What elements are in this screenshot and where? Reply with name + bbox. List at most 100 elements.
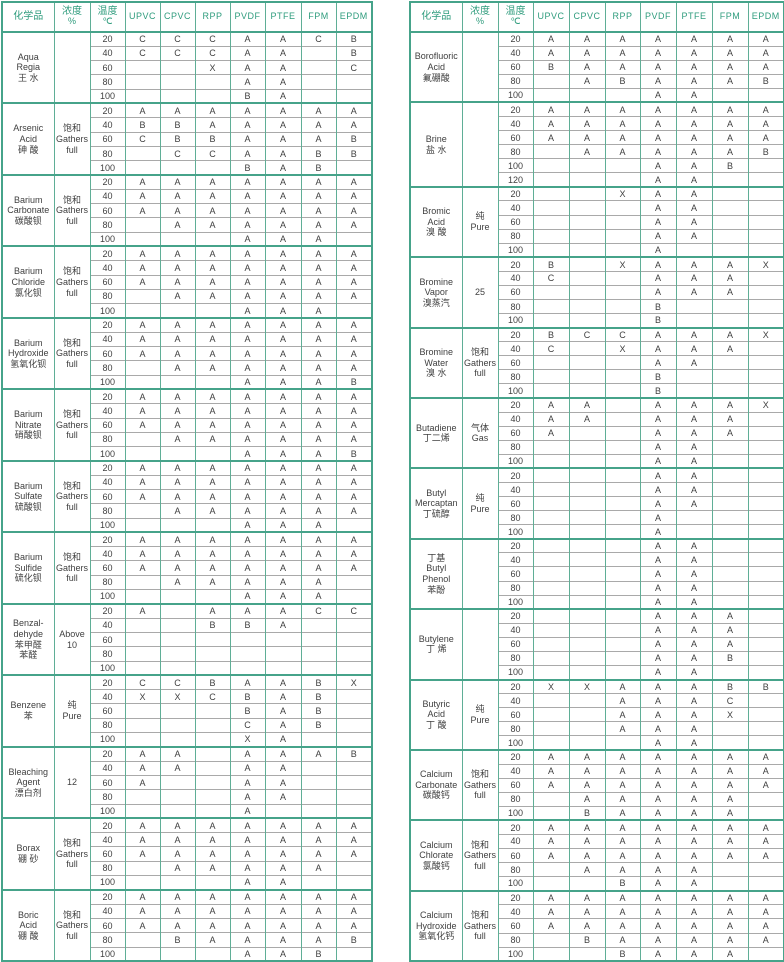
rating-cell-epdm: A bbox=[747, 45, 784, 61]
table-row: 80 B bbox=[410, 298, 784, 314]
rating-cell-fpm: B bbox=[300, 145, 336, 161]
rating-cell-epdm: B bbox=[335, 145, 372, 161]
rating-cell-epdm bbox=[747, 721, 784, 736]
rating-cell-cpvc: X bbox=[159, 689, 195, 704]
table-row: 120 A A bbox=[410, 172, 784, 187]
rating-cell-rpp bbox=[604, 552, 640, 567]
table-row: 60 A A A A A A A bbox=[2, 346, 372, 361]
rating-cell-ptfe: A bbox=[264, 316, 301, 333]
rating-cell-pvdf: A bbox=[639, 665, 676, 680]
temperature-cell: 60 bbox=[89, 560, 125, 576]
rating-cell-upvc bbox=[532, 805, 569, 821]
rating-cell-epdm: A bbox=[335, 431, 372, 447]
rating-cell-epdm bbox=[335, 803, 372, 819]
rating-cell-fpm: A bbox=[300, 360, 336, 376]
rating-cell-epdm: A bbox=[335, 417, 372, 433]
rating-cell-fpm: A bbox=[711, 411, 748, 427]
rating-cell-rpp: A bbox=[194, 503, 230, 519]
rating-cell-upvc bbox=[532, 242, 569, 258]
chemical-name-cell: Aqua Regia 王 水 bbox=[1, 31, 54, 104]
rating-cell-cpvc bbox=[568, 665, 605, 680]
concentration-cell: 纯 Pure bbox=[461, 678, 498, 750]
rating-cell-ptfe: A bbox=[264, 45, 301, 61]
rating-cell-epdm bbox=[747, 270, 784, 286]
rating-cell-fpm: A bbox=[711, 59, 748, 75]
rating-cell-epdm: X bbox=[747, 397, 784, 413]
temperature-cell: 60 bbox=[497, 425, 533, 441]
rating-cell-epdm bbox=[747, 185, 784, 201]
rating-cell-upvc bbox=[532, 693, 569, 708]
rating-cell-pvdf: A bbox=[639, 721, 676, 736]
temperature-cell: 80 bbox=[497, 721, 533, 736]
chemical-name-cell: Benzene 苯 bbox=[1, 674, 54, 747]
table-row: 80 A A A A A bbox=[410, 791, 784, 807]
rating-cell-pvdf: A bbox=[229, 288, 265, 304]
rating-cell-cpvc bbox=[159, 60, 195, 75]
temperature-cell: 100 bbox=[89, 732, 125, 747]
rating-cell-upvc bbox=[124, 875, 160, 890]
rating-cell-ptfe: A bbox=[675, 496, 712, 511]
rating-cell-ptfe: A bbox=[675, 678, 712, 694]
rating-cell-rpp: A bbox=[604, 31, 640, 47]
rating-cell-upvc bbox=[532, 566, 569, 582]
rating-cell-cpvc: A bbox=[568, 918, 605, 933]
rating-cell-upvc bbox=[532, 144, 569, 159]
rating-cell-rpp: A bbox=[194, 245, 230, 261]
rating-cell-epdm: A bbox=[335, 503, 372, 519]
rating-cell-upvc: A bbox=[124, 832, 160, 847]
rating-cell-epdm: B bbox=[335, 745, 372, 762]
rating-cell-pvdf: A bbox=[639, 763, 676, 779]
temperature-cell: 100 bbox=[89, 231, 125, 247]
table-row: 100 A A bbox=[2, 875, 372, 890]
rating-cell-cpvc bbox=[568, 510, 605, 525]
temperature-cell: 20 bbox=[89, 817, 125, 833]
rating-cell-rpp: A bbox=[194, 459, 230, 476]
rating-cell-epdm: A bbox=[335, 173, 372, 190]
rating-cell-fpm bbox=[300, 617, 336, 633]
rating-cell-pvdf: A bbox=[639, 158, 676, 173]
rating-cell-epdm bbox=[335, 875, 372, 890]
rating-cell-cpvc: A bbox=[568, 862, 605, 877]
temperature-cell: 40 bbox=[497, 904, 533, 919]
rating-cell-rpp bbox=[604, 622, 640, 638]
temperature-cell: 120 bbox=[497, 172, 533, 187]
rating-cell-epdm: X bbox=[747, 256, 784, 272]
rating-cell-cpvc: A bbox=[159, 403, 195, 419]
rating-cell-upvc bbox=[124, 446, 160, 461]
rating-cell-cpvc: A bbox=[568, 45, 605, 61]
rating-cell-ptfe: A bbox=[264, 74, 301, 90]
rating-cell-pvdf: A bbox=[229, 546, 265, 561]
rating-cell-upvc: C bbox=[124, 674, 160, 690]
rating-cell-rpp: A bbox=[194, 331, 230, 347]
rating-cell-pvdf: A bbox=[229, 31, 265, 47]
rating-cell-rpp bbox=[604, 411, 640, 427]
rating-cell-cpvc: B bbox=[159, 117, 195, 133]
rating-cell-epdm bbox=[747, 425, 784, 441]
rating-cell-rpp bbox=[194, 160, 230, 175]
rating-cell-cpvc bbox=[568, 876, 605, 891]
rating-cell-fpm: A bbox=[711, 833, 748, 849]
rating-cell-rpp: A bbox=[194, 860, 230, 876]
rating-cell-ptfe: A bbox=[675, 73, 712, 89]
rating-cell-cpvc: A bbox=[159, 331, 195, 347]
table-row: 60 B A B bbox=[2, 703, 372, 719]
rating-cell-ptfe: A bbox=[675, 665, 712, 680]
rating-cell-epdm bbox=[335, 617, 372, 633]
temperature-cell: 60 bbox=[497, 566, 533, 582]
rating-cell-pvdf: A bbox=[229, 217, 265, 233]
rating-cell-epdm bbox=[747, 341, 784, 356]
rating-cell-epdm: X bbox=[335, 674, 372, 690]
rating-cell-ptfe: A bbox=[675, 115, 712, 131]
rating-cell-cpvc: A bbox=[159, 431, 195, 447]
temperature-cell: 20 bbox=[89, 745, 125, 762]
rating-cell-upvc: X bbox=[532, 678, 569, 694]
temperature-cell: 20 bbox=[89, 316, 125, 333]
temperature-cell: 100 bbox=[497, 383, 533, 399]
table-row: 80 A A A A A A bbox=[2, 503, 372, 519]
rating-cell-upvc: A bbox=[124, 903, 160, 919]
rating-cell-epdm: A bbox=[747, 819, 784, 835]
temperature-cell: 80 bbox=[497, 510, 533, 525]
rating-cell-cpvc bbox=[159, 446, 195, 461]
rating-cell-ptfe: A bbox=[264, 431, 301, 447]
rating-cell-cpvc bbox=[159, 74, 195, 90]
